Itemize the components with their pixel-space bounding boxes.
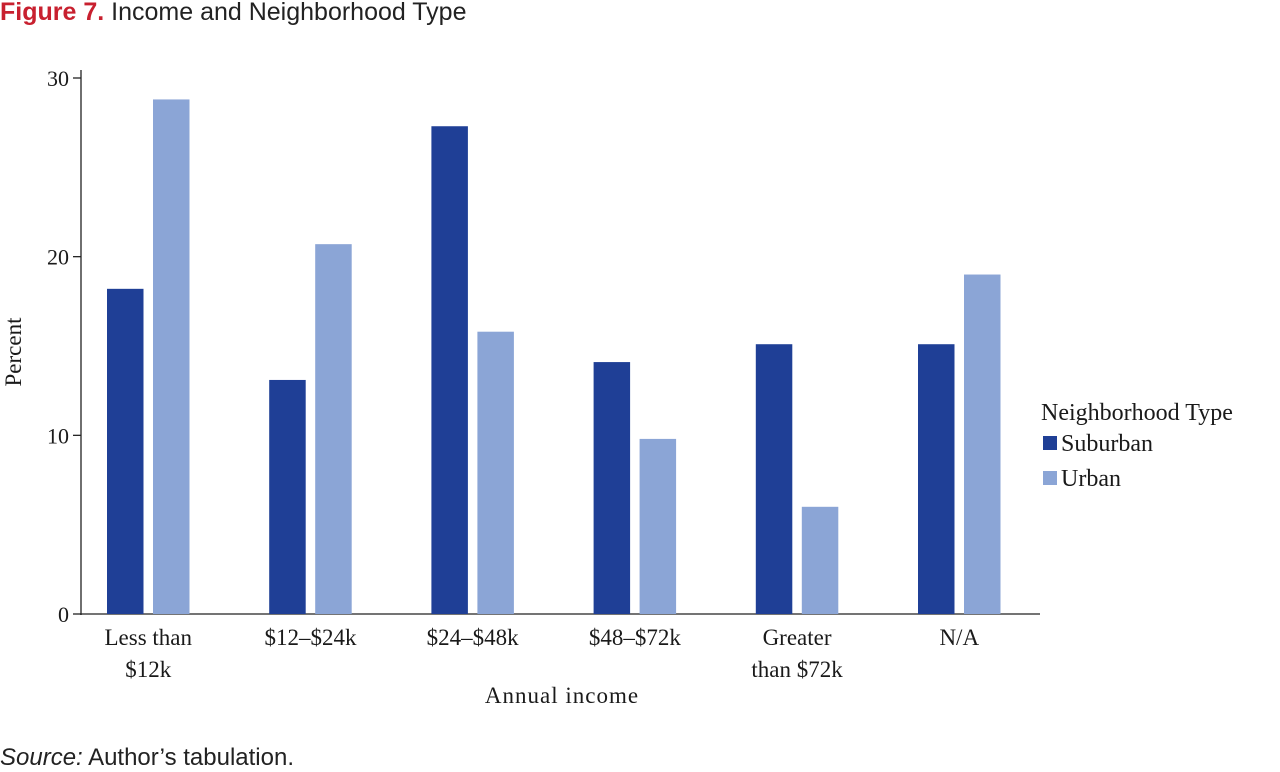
x-tick-label: $24–$48k <box>427 625 520 650</box>
bar-urban <box>639 438 677 614</box>
y-tick-label: 0 <box>58 602 69 627</box>
bar-urban <box>964 274 1001 614</box>
figure-title: Figure 7. Income and Neighborhood Type <box>0 0 467 27</box>
x-tick-label: $12–$24k <box>264 625 357 650</box>
x-tick-label: $12k <box>125 657 172 682</box>
bar-suburban <box>269 379 306 614</box>
legend-label-suburban: Suburban <box>1061 431 1153 457</box>
bar-suburban <box>593 362 631 614</box>
x-tick-label: Less than <box>104 625 192 650</box>
y-tick-label: 20 <box>47 245 69 270</box>
bar-urban <box>801 506 839 614</box>
x-tick-label: than $72k <box>751 657 843 682</box>
legend-label-urban: Urban <box>1061 466 1121 492</box>
y-axis-label: Percent <box>1 317 26 387</box>
x-tick-label: $48–$72k <box>589 625 682 650</box>
y-tick-label: 30 <box>47 66 69 91</box>
legend-swatch-suburban <box>1043 436 1057 450</box>
source-label: Source: <box>0 744 83 771</box>
bar-urban <box>315 244 352 614</box>
legend-swatch-urban <box>1043 471 1057 485</box>
bar-suburban <box>107 288 144 614</box>
bar-urban <box>477 331 514 614</box>
figure-label: Figure 7. <box>0 0 105 26</box>
source-text: Author’s tabulation. <box>88 744 294 771</box>
figure-title-text: Income and Neighborhood Type <box>111 0 467 26</box>
x-tick-label: Greater <box>763 625 832 650</box>
bar-suburban <box>918 344 955 614</box>
bar-suburban <box>431 126 468 615</box>
y-tick-label: 10 <box>47 423 69 448</box>
legend-title: Neighborhood Type <box>1041 400 1233 426</box>
x-axis-label: Annual income <box>485 683 639 708</box>
source-note: Source: Author’s tabulation. <box>0 744 294 772</box>
bar-urban <box>153 99 190 614</box>
bar-suburban <box>755 344 793 614</box>
x-tick-label: N/A <box>939 625 979 650</box>
